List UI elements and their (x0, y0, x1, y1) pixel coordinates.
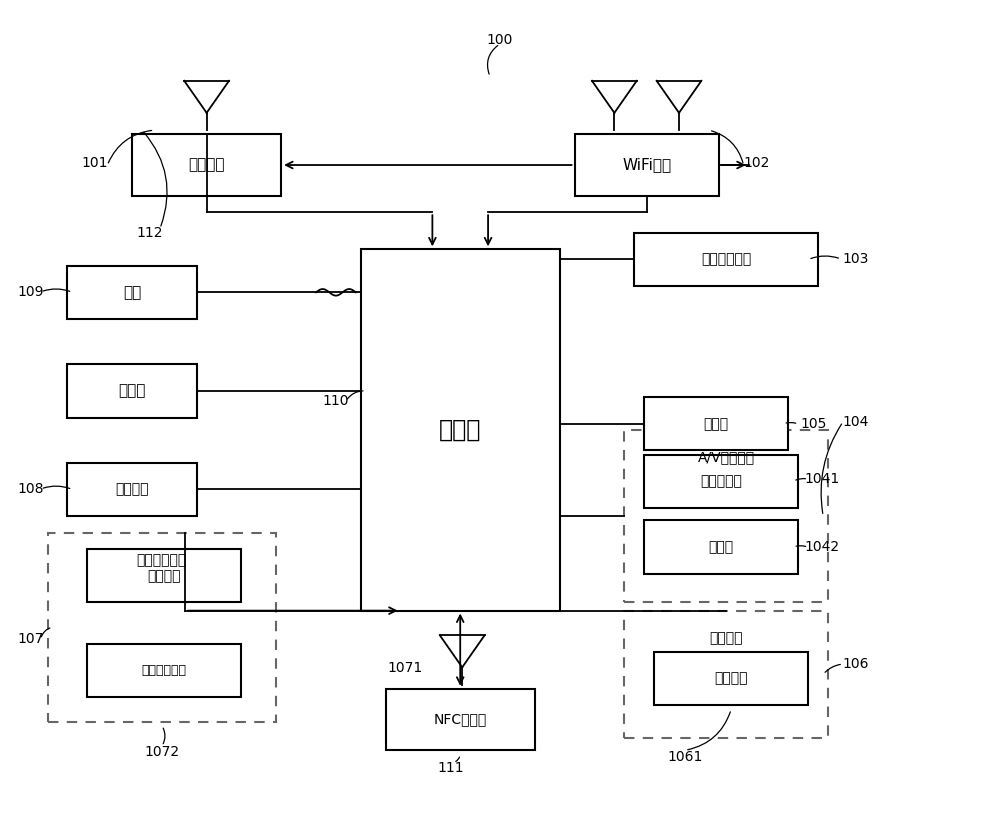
Bar (624, 610, 828, 738)
Text: 108: 108 (17, 482, 44, 496)
Text: 112: 112 (137, 226, 163, 240)
Text: 存储器: 存储器 (118, 384, 146, 399)
Text: 1072: 1072 (144, 745, 179, 759)
Text: 电源: 电源 (123, 284, 141, 300)
Bar (48, 533, 276, 721)
Text: 1042: 1042 (805, 540, 840, 554)
Bar (361, 249, 560, 610)
Text: 触控面板: 触控面板 (148, 569, 181, 583)
Text: NFC控制器: NFC控制器 (434, 713, 487, 726)
Text: 1071: 1071 (388, 661, 423, 675)
Bar (644, 397, 788, 451)
Bar (654, 652, 808, 705)
Text: 100: 100 (487, 33, 513, 47)
Text: 1041: 1041 (805, 472, 840, 486)
Text: 处理器: 处理器 (439, 418, 481, 442)
Text: 104: 104 (843, 414, 869, 428)
Bar (87, 549, 241, 602)
Text: 103: 103 (843, 252, 869, 266)
Text: 106: 106 (843, 657, 869, 671)
Text: 接口单元: 接口单元 (115, 482, 149, 496)
Text: 107: 107 (17, 633, 44, 647)
Bar (634, 232, 818, 286)
Text: 109: 109 (17, 285, 44, 299)
Text: 射频单元: 射频单元 (188, 157, 225, 173)
Text: 110: 110 (323, 394, 349, 409)
Text: 105: 105 (800, 417, 826, 431)
Text: 麦克风: 麦克风 (709, 540, 734, 554)
Text: A/V输入单元: A/V输入单元 (698, 451, 755, 465)
Bar (624, 430, 828, 602)
Text: 音频输出单元: 音频输出单元 (701, 252, 751, 266)
Bar (67, 265, 197, 319)
Bar (87, 643, 241, 697)
Text: 102: 102 (743, 156, 770, 170)
Text: 传感器: 传感器 (704, 417, 729, 431)
Text: 显示面板: 显示面板 (714, 672, 748, 686)
Text: 101: 101 (81, 156, 108, 170)
Text: 用户输入单元: 用户输入单元 (137, 553, 187, 567)
Text: 其他输入设备: 其他输入设备 (142, 664, 187, 676)
Bar (67, 364, 197, 418)
Text: WiFi模块: WiFi模块 (622, 157, 671, 173)
Text: 显示单元: 显示单元 (709, 631, 743, 645)
Bar (644, 455, 798, 508)
Bar (67, 463, 197, 516)
Text: 1061: 1061 (667, 750, 703, 764)
Bar (575, 134, 719, 196)
Bar (132, 134, 281, 196)
Text: 图形处理器: 图形处理器 (700, 474, 742, 488)
Text: 111: 111 (437, 762, 464, 776)
Bar (386, 689, 535, 750)
Bar (644, 520, 798, 574)
